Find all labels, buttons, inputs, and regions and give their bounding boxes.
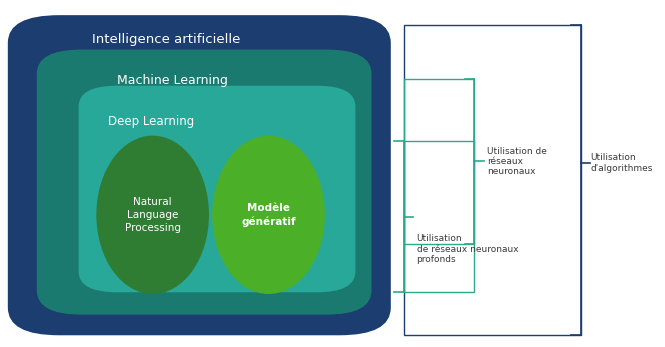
FancyBboxPatch shape (8, 15, 391, 335)
Text: Natural
Language
Processing: Natural Language Processing (124, 197, 181, 233)
Text: Utilisation
de réseaux neuronaux
profonds: Utilisation de réseaux neuronaux profond… (416, 234, 518, 264)
FancyBboxPatch shape (78, 86, 355, 292)
FancyBboxPatch shape (37, 50, 372, 315)
Text: Machine Learning: Machine Learning (117, 74, 228, 87)
Text: Modèle
génératif: Modèle génératif (241, 203, 296, 227)
Text: Deep Learning: Deep Learning (108, 115, 194, 128)
Text: Utilisation
d'algorithmes: Utilisation d'algorithmes (591, 153, 653, 173)
Ellipse shape (212, 136, 325, 294)
Ellipse shape (96, 136, 209, 294)
Text: Intelligence artificielle: Intelligence artificielle (92, 33, 240, 46)
Text: Utilisation de
réseaux
neuronaux: Utilisation de réseaux neuronaux (487, 146, 547, 176)
